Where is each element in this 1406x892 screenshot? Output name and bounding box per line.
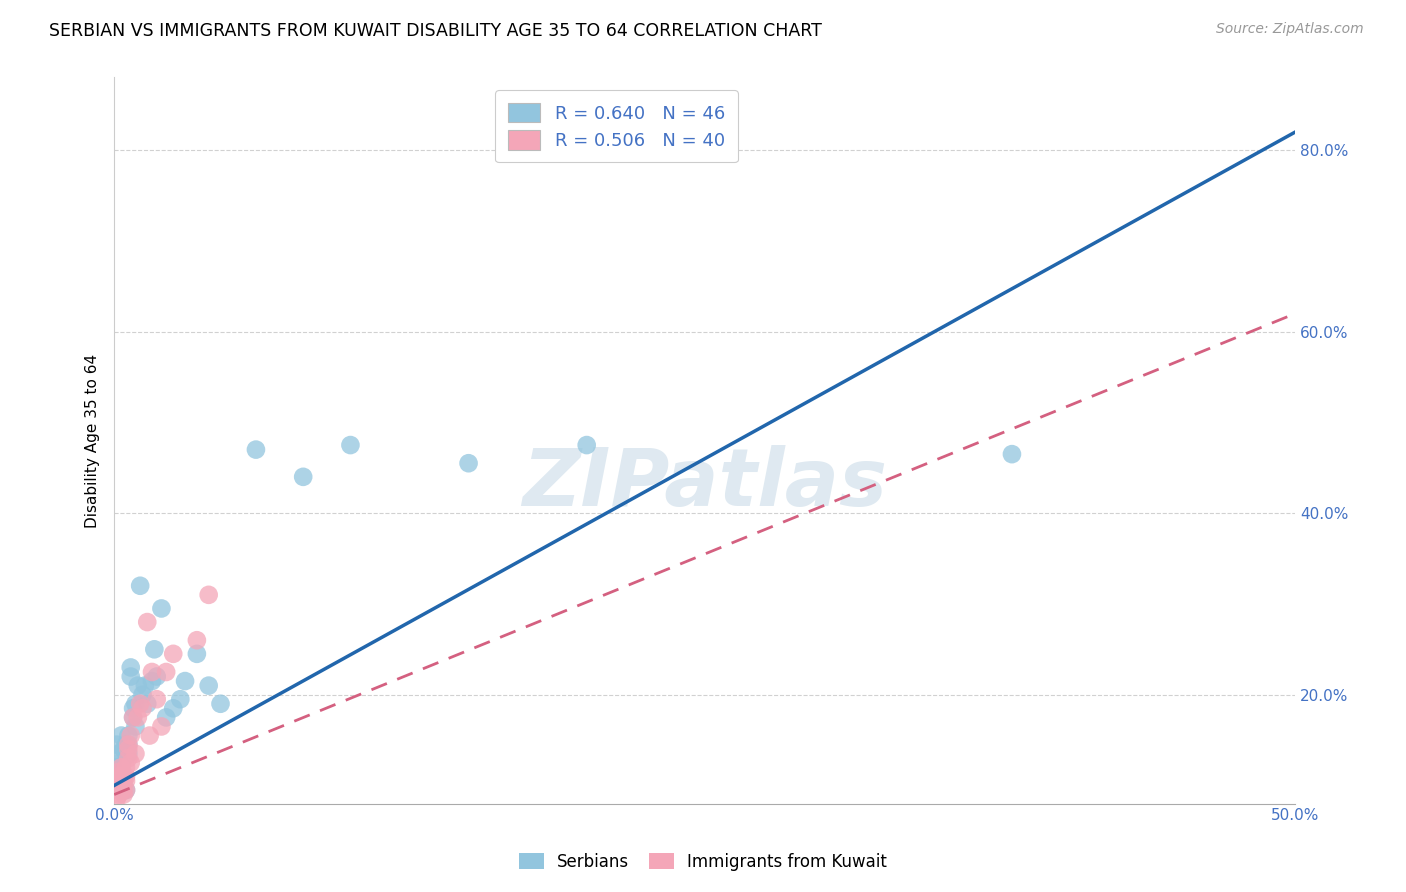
Point	[124, 719, 146, 733]
Point	[110, 783, 132, 797]
Point	[108, 788, 131, 802]
Point	[141, 665, 163, 679]
Point	[108, 783, 131, 797]
Point	[120, 669, 142, 683]
Point	[197, 679, 219, 693]
Point	[122, 701, 145, 715]
Point	[115, 738, 138, 752]
Point	[110, 773, 132, 788]
Y-axis label: Disability Age 35 to 64: Disability Age 35 to 64	[86, 353, 100, 527]
Point	[112, 742, 135, 756]
Point	[292, 470, 315, 484]
Point	[127, 710, 149, 724]
Point	[112, 751, 135, 765]
Point	[105, 773, 128, 788]
Point	[110, 760, 132, 774]
Point	[174, 674, 197, 689]
Point	[209, 697, 232, 711]
Point	[110, 760, 132, 774]
Point	[136, 697, 159, 711]
Point	[120, 729, 142, 743]
Point	[105, 783, 128, 797]
Point	[115, 747, 138, 761]
Point	[145, 692, 167, 706]
Point	[131, 688, 153, 702]
Point	[150, 719, 173, 733]
Point	[115, 783, 138, 797]
Point	[112, 773, 135, 788]
Point	[105, 760, 128, 774]
Point	[110, 779, 132, 793]
Point	[112, 769, 135, 783]
Point	[117, 738, 139, 752]
Point	[186, 647, 208, 661]
Point	[127, 679, 149, 693]
Point	[122, 710, 145, 724]
Point	[110, 773, 132, 788]
Point	[124, 747, 146, 761]
Point	[112, 788, 135, 802]
Point	[138, 729, 160, 743]
Point	[155, 710, 177, 724]
Point	[105, 792, 128, 806]
Point	[145, 669, 167, 683]
Point	[129, 697, 152, 711]
Legend: R = 0.640   N = 46, R = 0.506   N = 40: R = 0.640 N = 46, R = 0.506 N = 40	[495, 90, 738, 162]
Point	[115, 760, 138, 774]
Point	[457, 456, 479, 470]
Point	[1001, 447, 1024, 461]
Point	[120, 660, 142, 674]
Point	[136, 615, 159, 629]
Point	[245, 442, 267, 457]
Point	[105, 779, 128, 793]
Point	[155, 665, 177, 679]
Point	[141, 674, 163, 689]
Point	[134, 679, 156, 693]
Point	[108, 764, 131, 779]
Text: Source: ZipAtlas.com: Source: ZipAtlas.com	[1216, 22, 1364, 37]
Point	[186, 633, 208, 648]
Point	[339, 438, 361, 452]
Point	[108, 779, 131, 793]
Point	[115, 773, 138, 788]
Point	[110, 729, 132, 743]
Point	[129, 579, 152, 593]
Point	[112, 783, 135, 797]
Legend: Serbians, Immigrants from Kuwait: Serbians, Immigrants from Kuwait	[510, 845, 896, 880]
Point	[122, 710, 145, 724]
Point	[105, 738, 128, 752]
Text: ZIPatlas: ZIPatlas	[522, 445, 887, 523]
Point	[108, 747, 131, 761]
Point	[112, 769, 135, 783]
Point	[143, 642, 166, 657]
Point	[124, 697, 146, 711]
Point	[117, 751, 139, 765]
Point	[150, 601, 173, 615]
Point	[117, 729, 139, 743]
Text: SERBIAN VS IMMIGRANTS FROM KUWAIT DISABILITY AGE 35 TO 64 CORRELATION CHART: SERBIAN VS IMMIGRANTS FROM KUWAIT DISABI…	[49, 22, 823, 40]
Point	[108, 769, 131, 783]
Point	[108, 773, 131, 788]
Point	[197, 588, 219, 602]
Point	[115, 769, 138, 783]
Point	[108, 764, 131, 779]
Point	[575, 438, 598, 452]
Point	[131, 701, 153, 715]
Point	[162, 647, 184, 661]
Point	[117, 742, 139, 756]
Point	[110, 783, 132, 797]
Point	[117, 747, 139, 761]
Point	[120, 756, 142, 770]
Point	[117, 738, 139, 752]
Point	[115, 783, 138, 797]
Point	[162, 701, 184, 715]
Point	[169, 692, 191, 706]
